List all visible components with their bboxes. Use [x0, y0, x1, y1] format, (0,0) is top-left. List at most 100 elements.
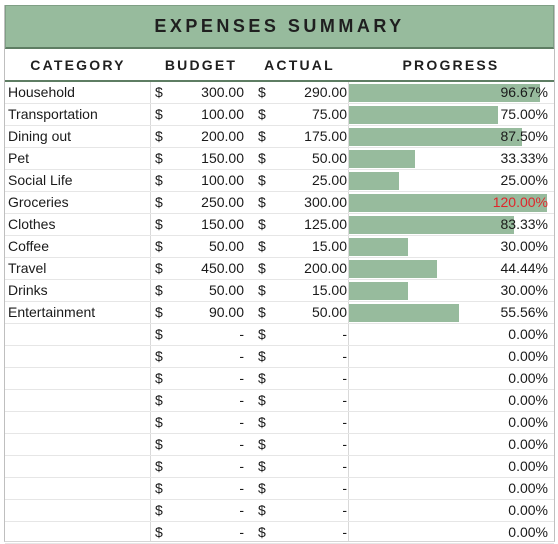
actual-cell[interactable]: -	[342, 436, 347, 452]
budget-cell[interactable]: -	[239, 480, 244, 496]
actual-currency-symbol: $	[258, 370, 266, 386]
budget-cell[interactable]: -	[239, 370, 244, 386]
budget-currency-symbol: $	[155, 304, 163, 320]
category-cell[interactable]	[8, 324, 148, 345]
category-cell[interactable]: Transportation	[8, 106, 98, 122]
table-row: Dining out $200.00 $175.00 87.50%	[5, 126, 554, 148]
budget-cell[interactable]: 90.00	[208, 304, 244, 320]
budget-cell[interactable]: 50.00	[208, 282, 244, 298]
budget-cell[interactable]: 100.00	[201, 172, 244, 188]
table-row: Social Life $100.00 $25.00 25.00%	[5, 170, 554, 192]
actual-cell[interactable]: -	[342, 524, 347, 540]
progress-percent: 75.00%	[500, 106, 548, 122]
actual-cell[interactable]: -	[342, 392, 347, 408]
budget-currency-symbol: $	[155, 172, 163, 188]
category-cell[interactable]	[8, 390, 148, 411]
category-cell[interactable]: Groceries	[8, 194, 69, 210]
budget-cell[interactable]: -	[239, 436, 244, 452]
progress-percent: 0.00%	[508, 436, 548, 452]
budget-cell[interactable]: 150.00	[201, 216, 244, 232]
category-cell[interactable]: Drinks	[8, 282, 48, 298]
actual-cell[interactable]: -	[342, 480, 347, 496]
category-cell[interactable]	[8, 346, 148, 367]
budget-cell[interactable]: 150.00	[201, 150, 244, 166]
actual-cell[interactable]: 15.00	[311, 238, 347, 254]
actual-cell[interactable]: 290.00	[304, 84, 347, 100]
budget-cell[interactable]: 450.00	[201, 260, 244, 276]
category-cell[interactable]: Dining out	[8, 128, 72, 144]
actual-cell[interactable]: -	[342, 502, 347, 518]
budget-currency-symbol: $	[155, 436, 163, 452]
budget-cell[interactable]: -	[239, 414, 244, 430]
budget-cell[interactable]: 250.00	[201, 194, 244, 210]
sheet-title[interactable]: EXPENSES SUMMARY	[5, 5, 554, 49]
category-cell[interactable]	[8, 500, 148, 521]
actual-currency-symbol: $	[258, 414, 266, 430]
actual-currency-symbol: $	[258, 216, 266, 232]
table-row: $ - $ -0.00%	[5, 346, 554, 368]
actual-cell[interactable]: 300.00	[304, 194, 347, 210]
category-cell[interactable]	[8, 368, 148, 389]
budget-cell[interactable]: -	[239, 326, 244, 342]
progress-bar	[349, 282, 408, 300]
column-header-row: CATEGORY BUDGET ACTUAL PROGRESS	[5, 49, 554, 82]
progress-percent: 0.00%	[508, 458, 548, 474]
progress-percent: 0.00%	[508, 480, 548, 496]
progress-bar	[349, 172, 399, 190]
category-cell[interactable]: Travel	[8, 260, 47, 276]
budget-cell[interactable]: -	[239, 524, 244, 540]
category-cell[interactable]: Entertainment	[8, 304, 96, 320]
table-row: Clothes $150.00 $125.00 83.33%	[5, 214, 554, 236]
budget-cell[interactable]: 300.00	[201, 84, 244, 100]
budget-cell[interactable]: 100.00	[201, 106, 244, 122]
budget-currency-symbol: $	[155, 524, 163, 540]
header-budget[interactable]: BUDGET	[164, 56, 238, 73]
category-cell[interactable]: Clothes	[8, 216, 56, 232]
actual-cell[interactable]: 125.00	[304, 216, 347, 232]
progress-percent: 0.00%	[508, 326, 548, 342]
actual-cell[interactable]: 50.00	[311, 150, 347, 166]
progress-bar	[349, 106, 498, 124]
actual-cell[interactable]: 15.00	[311, 282, 347, 298]
actual-cell[interactable]: -	[342, 370, 347, 386]
actual-cell[interactable]: 75.00	[311, 106, 347, 122]
progress-percent: 83.33%	[500, 216, 548, 232]
actual-cell[interactable]: 50.00	[311, 304, 347, 320]
category-cell[interactable]: Coffee	[8, 238, 49, 254]
budget-currency-symbol: $	[155, 150, 163, 166]
actual-cell[interactable]: 25.00	[311, 172, 347, 188]
actual-currency-symbol: $	[258, 282, 266, 298]
header-category[interactable]: CATEGORY	[30, 56, 126, 73]
actual-cell[interactable]: -	[342, 326, 347, 342]
actual-cell[interactable]: -	[342, 348, 347, 364]
budget-cell[interactable]: -	[239, 458, 244, 474]
category-cell[interactable]	[8, 456, 148, 477]
budget-cell[interactable]: 50.00	[208, 238, 244, 254]
progress-percent: 30.00%	[500, 282, 548, 298]
header-progress[interactable]: PROGRESS	[402, 56, 500, 73]
budget-cell[interactable]: -	[239, 502, 244, 518]
actual-currency-symbol: $	[258, 106, 266, 122]
header-actual[interactable]: ACTUAL	[264, 56, 335, 73]
budget-cell[interactable]: -	[239, 392, 244, 408]
actual-cell[interactable]: 175.00	[304, 128, 347, 144]
actual-cell[interactable]: -	[342, 414, 347, 430]
actual-currency-symbol: $	[258, 458, 266, 474]
category-cell[interactable]	[8, 478, 148, 499]
budget-cell[interactable]: -	[239, 348, 244, 364]
actual-cell[interactable]: -	[342, 458, 347, 474]
category-cell[interactable]	[8, 434, 148, 455]
actual-currency-symbol: $	[258, 172, 266, 188]
category-cell[interactable]: Social Life	[8, 172, 73, 188]
category-cell[interactable]	[8, 412, 148, 433]
category-cell[interactable]: Pet	[8, 150, 30, 166]
category-cell[interactable]	[8, 522, 148, 543]
table-row: $ - $ -0.00%	[5, 368, 554, 390]
actual-currency-symbol: $	[258, 128, 266, 144]
progress-bar	[349, 150, 415, 168]
actual-cell[interactable]: 200.00	[304, 260, 347, 276]
table-row: $ - $ -0.00%	[5, 456, 554, 478]
budget-cell[interactable]: 200.00	[201, 128, 244, 144]
budget-currency-symbol: $	[155, 392, 163, 408]
category-cell[interactable]: Household	[8, 84, 75, 100]
